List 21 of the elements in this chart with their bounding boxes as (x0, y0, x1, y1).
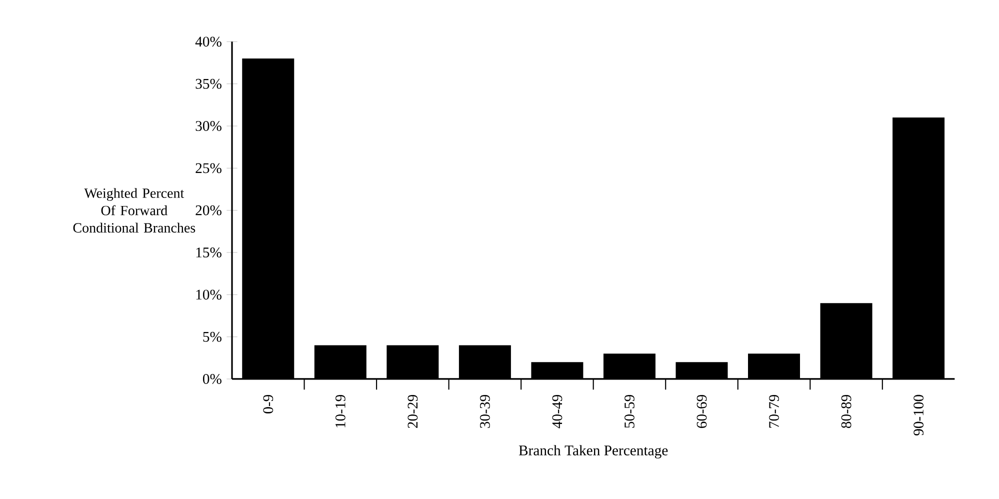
y-tick-label: 25% (196, 163, 222, 174)
x-tick-label: 40-49 (552, 394, 562, 428)
y-tick-label: 10% (196, 290, 222, 300)
x-tick-label: 30-39 (480, 394, 490, 428)
y-tick-label: 40% (195, 36, 222, 47)
x-tick-label: 20-29 (408, 394, 418, 428)
y-tick-label: 5% (203, 332, 222, 342)
x-tick-label: 90-100 (914, 394, 924, 436)
y-tick-label: 15% (196, 248, 222, 258)
x-tick-label: 60-69 (696, 394, 707, 428)
x-axis-title: Branch Taken Percentage (518, 445, 668, 458)
y-tick-label: 30% (196, 121, 222, 131)
y-tick-label: 35% (196, 78, 222, 89)
x-tick-label: 80-89 (841, 394, 852, 428)
y-axis-title: Weighted Percent Of Forward Conditional Branches (73, 188, 196, 233)
y-tick-label: 0% (202, 374, 222, 384)
x-tick-label: 0-9 (263, 394, 274, 414)
x-tick-label: 70-79 (769, 394, 779, 428)
x-tick-label: 10-19 (335, 394, 346, 428)
y-tick-label: 20% (196, 205, 222, 216)
x-tick-label: 50-59 (624, 394, 634, 428)
